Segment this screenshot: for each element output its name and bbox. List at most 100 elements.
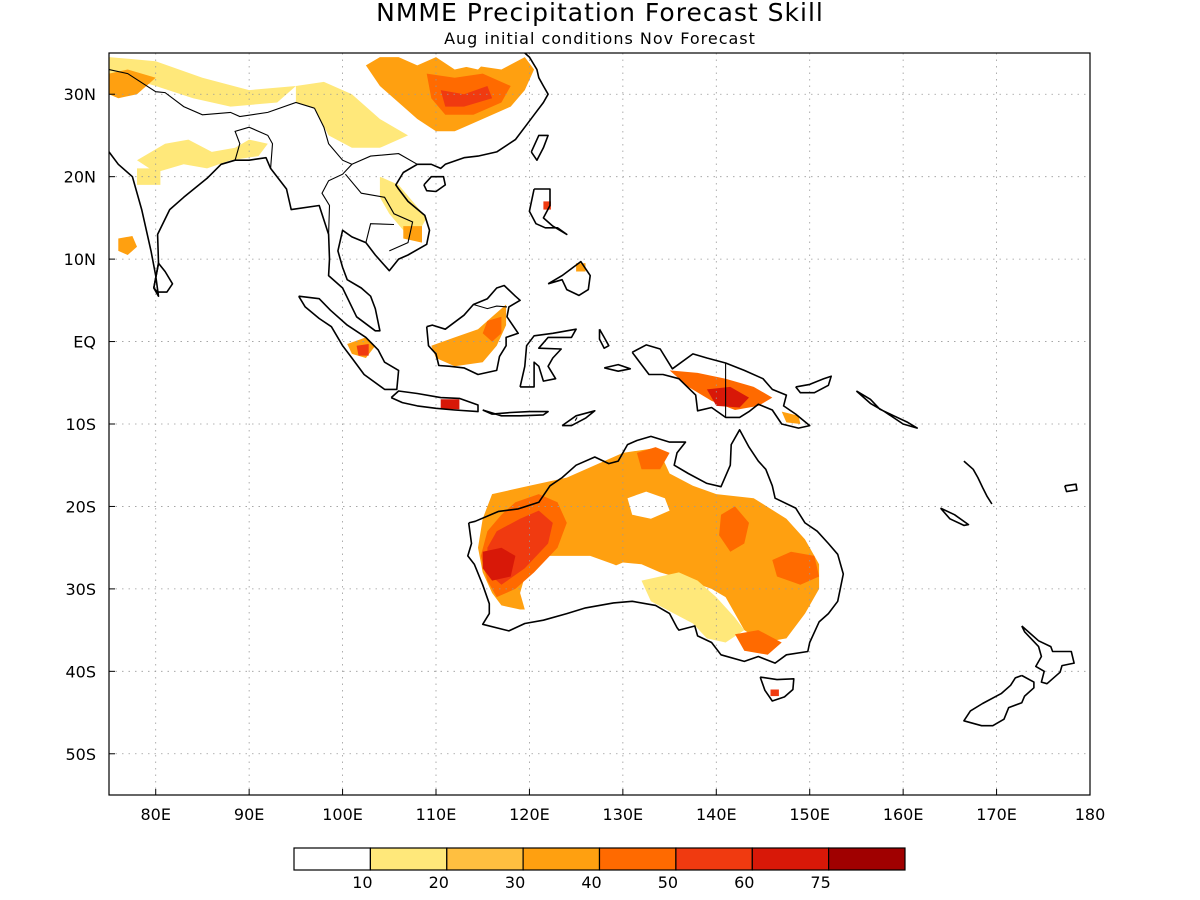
map-title: NMME Precipitation Forecast Skill — [376, 0, 824, 27]
myanmar-border — [314, 107, 353, 235]
nz-south-coast — [963, 674, 1035, 727]
lon-tick-label: 180 — [1075, 805, 1106, 824]
borneo-coast — [425, 284, 521, 376]
taiwan-coast — [530, 134, 549, 161]
skill-region-india-nw-30 — [109, 69, 156, 99]
colorbar-swatch — [751, 847, 830, 871]
hainan-coast — [423, 175, 447, 193]
lon-tick-label: 140E — [696, 805, 737, 824]
lon-tick-label: 150E — [789, 805, 830, 824]
colorbar-swatch — [827, 847, 906, 871]
skill-region-indochina-20 — [379, 176, 427, 235]
colorbar-label: 50 — [658, 873, 678, 892]
colorbar-swatch — [522, 847, 601, 871]
colorbar-label: 20 — [429, 873, 449, 892]
lat-tick-label: 30S — [65, 580, 96, 599]
lon-tick-label: 90E — [234, 805, 264, 824]
sabah-border — [473, 303, 508, 310]
lat-tick-label: 40S — [65, 662, 96, 681]
lat-tick-label: EQ — [73, 333, 96, 352]
java-coast — [390, 390, 479, 413]
latitude-labels: 30N 20N 10N EQ 10S 20S 30S 40S 50S — [64, 85, 115, 764]
lon-tick-label: 170E — [976, 805, 1017, 824]
skill-region-sumatra-50 — [356, 344, 369, 356]
thai-cambodia-border — [365, 223, 395, 243]
laos-border — [344, 173, 414, 252]
skill-region-china-50 — [440, 86, 493, 107]
lon-tick-label: 120E — [509, 805, 550, 824]
sulawesi-coast — [519, 328, 577, 388]
skill-region-india-20 — [137, 139, 268, 173]
skill-region-china-west-20 — [295, 81, 408, 148]
longitude-labels: 80E 90E 100E 110E 120E 130E 140E 150E 160E 170E 18… — [140, 789, 1105, 824]
gridlines — [109, 53, 1090, 795]
colorbar-swatch — [446, 847, 524, 871]
skill-region-india-north-20 — [109, 57, 296, 107]
mindanao-coast — [547, 260, 592, 297]
timor-border — [574, 417, 578, 421]
lesser-sunda-coast — [482, 409, 549, 417]
skill-region-aus-north-40 — [636, 447, 670, 470]
skill-region-india-south-30 — [118, 236, 137, 255]
skill-region-aus-east-40 — [719, 506, 749, 552]
australia-coast — [466, 428, 845, 664]
colorbar-swatch — [369, 847, 448, 871]
lon-tick-label: 160E — [883, 805, 924, 824]
skill-region-png-east-30 — [781, 411, 801, 424]
coastline-layer — [109, 53, 1078, 727]
map-background — [109, 53, 1090, 795]
new-caledonia-coast — [939, 507, 970, 527]
lat-tick-label: 10S — [65, 415, 96, 434]
lat-tick-label: 20N — [64, 168, 96, 187]
colorbar-swatch — [293, 847, 372, 871]
skill-shading-layer — [109, 54, 820, 697]
lon-tick-label: 130E — [603, 805, 644, 824]
skill-region-china-white — [459, 54, 491, 70]
skill-region-aus-nw-60 — [482, 547, 516, 581]
colorbar: 10 20 30 40 50 60 75 — [293, 847, 906, 892]
skill-region-png-60 — [706, 386, 749, 408]
nz-north-coast — [1021, 625, 1075, 685]
skill-region-aus-east2-40 — [772, 551, 820, 585]
luzon-coast — [528, 188, 568, 236]
new-britain-coast — [795, 375, 833, 394]
colorbar-label: 60 — [734, 873, 754, 892]
lat-tick-label: 20S — [65, 497, 96, 516]
skill-region-aus-south-20 — [641, 572, 745, 643]
map-subtitle: Aug initial conditions Nov Forecast — [444, 29, 756, 48]
border-layer — [109, 68, 727, 421]
lon-tick-label: 80E — [140, 805, 170, 824]
tasmania-coast — [759, 676, 795, 702]
skill-region-aus-interior-white — [520, 555, 647, 617]
himalaya-border — [109, 68, 315, 118]
lat-tick-label: 50S — [65, 745, 96, 764]
south-asia-coast — [109, 53, 549, 332]
colorbar-swatch — [598, 847, 677, 871]
lon-tick-label: 100E — [322, 805, 363, 824]
lat-tick-label: 10N — [64, 250, 96, 269]
solomon-coast — [855, 390, 919, 429]
fiji-coast — [1064, 483, 1078, 493]
skill-region-java-60 — [440, 399, 460, 410]
pakistan-border — [109, 69, 110, 95]
timor-coast — [561, 409, 596, 427]
skill-region-aus-se-40 — [735, 630, 782, 655]
new-guinea-coast — [631, 344, 811, 429]
colorbar-swatch — [675, 847, 753, 871]
skill-region-borneo-30 — [431, 304, 507, 367]
lat-tick-label: 30N — [64, 85, 96, 104]
indochina-border — [351, 153, 418, 165]
skill-region-aus-north-white — [627, 491, 670, 519]
colorbar-label: 10 — [352, 873, 372, 892]
colorbar-label: 75 — [810, 873, 830, 892]
skill-region-borneo-40 — [482, 316, 502, 342]
bangladesh-border — [234, 126, 274, 169]
skill-region-indochina-30 — [403, 226, 422, 243]
vanuatu-coast — [963, 460, 993, 505]
sumatra-coast — [298, 295, 400, 391]
colorbar-label: 30 — [505, 873, 525, 892]
lon-tick-label: 110E — [416, 805, 457, 824]
skill-region-tasmania-50 — [770, 689, 779, 697]
seram-coast — [604, 363, 632, 373]
